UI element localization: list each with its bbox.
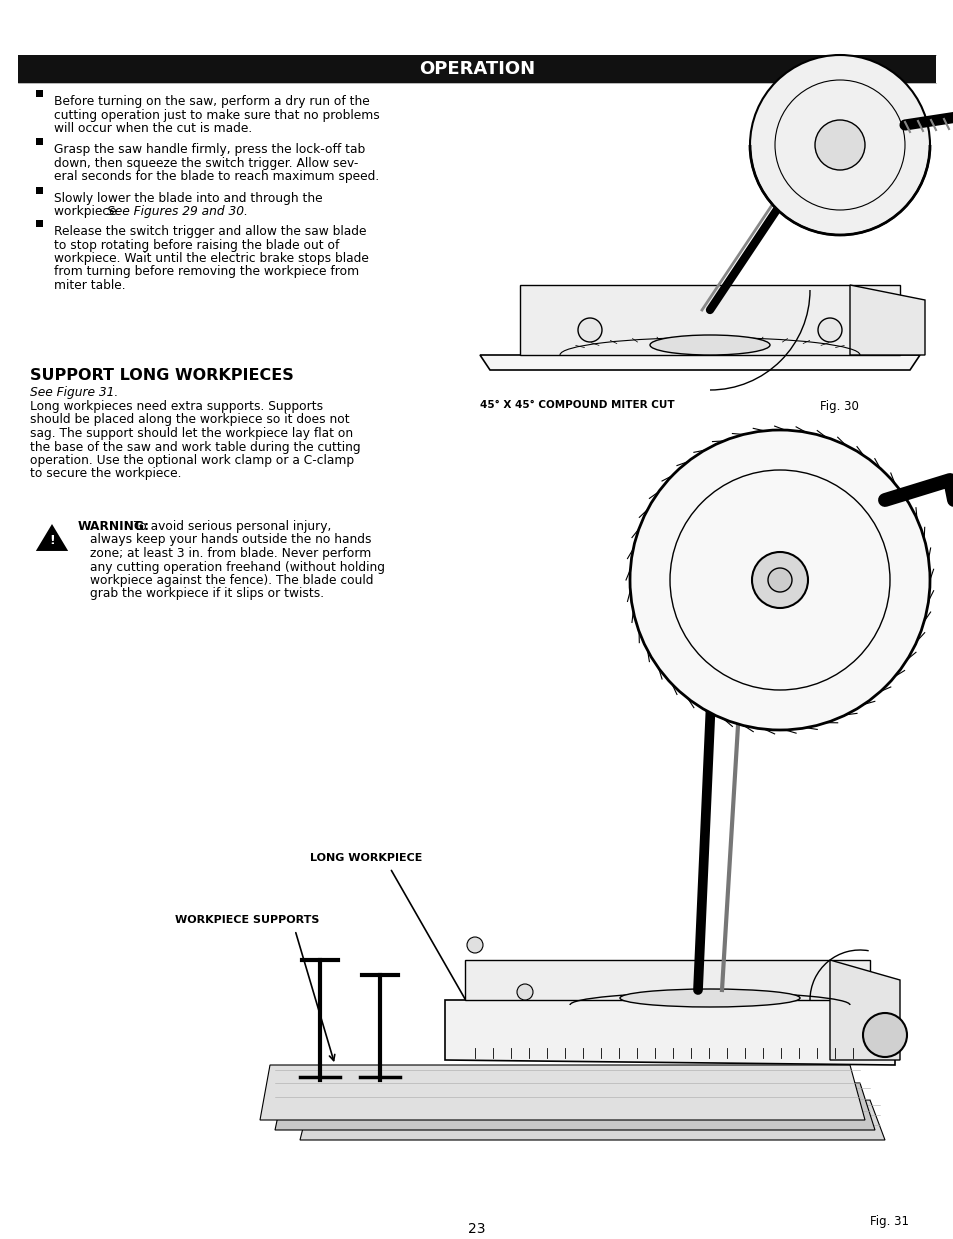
Polygon shape: [519, 285, 899, 356]
Text: Grasp the saw handle firmly, press the lock-off tab: Grasp the saw handle firmly, press the l…: [54, 142, 365, 156]
Text: operation. Use the optional work clamp or a C-clamp: operation. Use the optional work clamp o…: [30, 453, 354, 467]
Bar: [36, 90, 43, 97]
Bar: [36, 138, 43, 145]
Text: sag. The support should let the workpiece lay flat on: sag. The support should let the workpiec…: [30, 427, 353, 440]
Circle shape: [578, 318, 601, 342]
Polygon shape: [849, 285, 924, 356]
Text: grab the workpiece if it slips or twists.: grab the workpiece if it slips or twists…: [90, 587, 324, 601]
Text: always keep your hands outside the no hands: always keep your hands outside the no ha…: [90, 534, 371, 546]
Bar: [36, 187, 43, 195]
Text: !: !: [49, 534, 55, 548]
Text: will occur when the cut is made.: will occur when the cut is made.: [54, 121, 252, 135]
Ellipse shape: [619, 989, 800, 1007]
Polygon shape: [274, 1083, 874, 1130]
Circle shape: [862, 1014, 906, 1057]
Text: See Figures 29 and 30.: See Figures 29 and 30.: [107, 206, 248, 218]
Text: Slowly lower the blade into and through the: Slowly lower the blade into and through …: [54, 192, 322, 204]
Polygon shape: [829, 960, 899, 1061]
Text: Release the switch trigger and allow the saw blade: Release the switch trigger and allow the…: [54, 225, 366, 238]
Text: eral seconds for the blade to reach maximum speed.: eral seconds for the blade to reach maxi…: [54, 170, 379, 183]
Text: Long workpieces need extra supports. Supports: Long workpieces need extra supports. Sup…: [30, 400, 323, 413]
Text: To avoid serious personal injury,: To avoid serious personal injury,: [130, 520, 331, 533]
Text: OPERATION: OPERATION: [418, 59, 535, 78]
Text: workpiece. Wait until the electric brake stops blade: workpiece. Wait until the electric brake…: [54, 252, 369, 265]
Text: Before turning on the saw, perform a dry run of the: Before turning on the saw, perform a dry…: [54, 95, 370, 108]
Polygon shape: [464, 960, 869, 1000]
Polygon shape: [444, 1000, 894, 1066]
Polygon shape: [479, 356, 919, 370]
Text: LONG WORKPIECE: LONG WORKPIECE: [310, 852, 422, 864]
Circle shape: [629, 430, 929, 730]
Bar: [18, 55, 935, 83]
Text: to stop rotating before raising the blade out of: to stop rotating before raising the blad…: [54, 238, 339, 252]
Text: should be placed along the workpiece so it does not: should be placed along the workpiece so …: [30, 414, 349, 426]
Polygon shape: [260, 1066, 864, 1120]
Text: zone; at least 3 in. from blade. Never perform: zone; at least 3 in. from blade. Never p…: [90, 546, 371, 560]
Circle shape: [817, 318, 841, 342]
Text: WARNING:: WARNING:: [78, 520, 150, 533]
Text: the base of the saw and work table during the cutting: the base of the saw and work table durin…: [30, 441, 360, 453]
Text: cutting operation just to make sure that no problems: cutting operation just to make sure that…: [54, 109, 379, 121]
Text: WORKPIECE SUPPORTS: WORKPIECE SUPPORTS: [174, 914, 319, 926]
Circle shape: [467, 937, 482, 953]
Text: workpiece against the fence). The blade could: workpiece against the fence). The blade …: [90, 574, 374, 587]
Text: See Figure 31.: See Figure 31.: [30, 387, 118, 399]
Bar: [36, 221, 43, 227]
Text: any cutting operation freehand (without holding: any cutting operation freehand (without …: [90, 560, 385, 574]
Text: miter table.: miter table.: [54, 279, 126, 292]
Polygon shape: [34, 522, 70, 553]
Text: SUPPORT LONG WORKPIECES: SUPPORT LONG WORKPIECES: [30, 368, 294, 383]
Text: Fig. 31: Fig. 31: [869, 1215, 908, 1228]
Text: from turning before removing the workpiece from: from turning before removing the workpie…: [54, 265, 358, 279]
Text: workpiece.: workpiece.: [54, 206, 124, 218]
Circle shape: [751, 553, 807, 608]
Text: down, then squeeze the switch trigger. Allow sev-: down, then squeeze the switch trigger. A…: [54, 156, 358, 170]
Circle shape: [749, 55, 929, 235]
Circle shape: [767, 567, 791, 592]
Circle shape: [814, 120, 864, 170]
Text: Fig. 30: Fig. 30: [820, 400, 858, 413]
Text: 23: 23: [468, 1222, 485, 1237]
Polygon shape: [299, 1100, 884, 1140]
Ellipse shape: [649, 335, 769, 356]
Text: to secure the workpiece.: to secure the workpiece.: [30, 467, 181, 481]
Circle shape: [517, 984, 533, 1000]
Text: 45° X 45° COMPOUND MITER CUT: 45° X 45° COMPOUND MITER CUT: [479, 400, 674, 410]
